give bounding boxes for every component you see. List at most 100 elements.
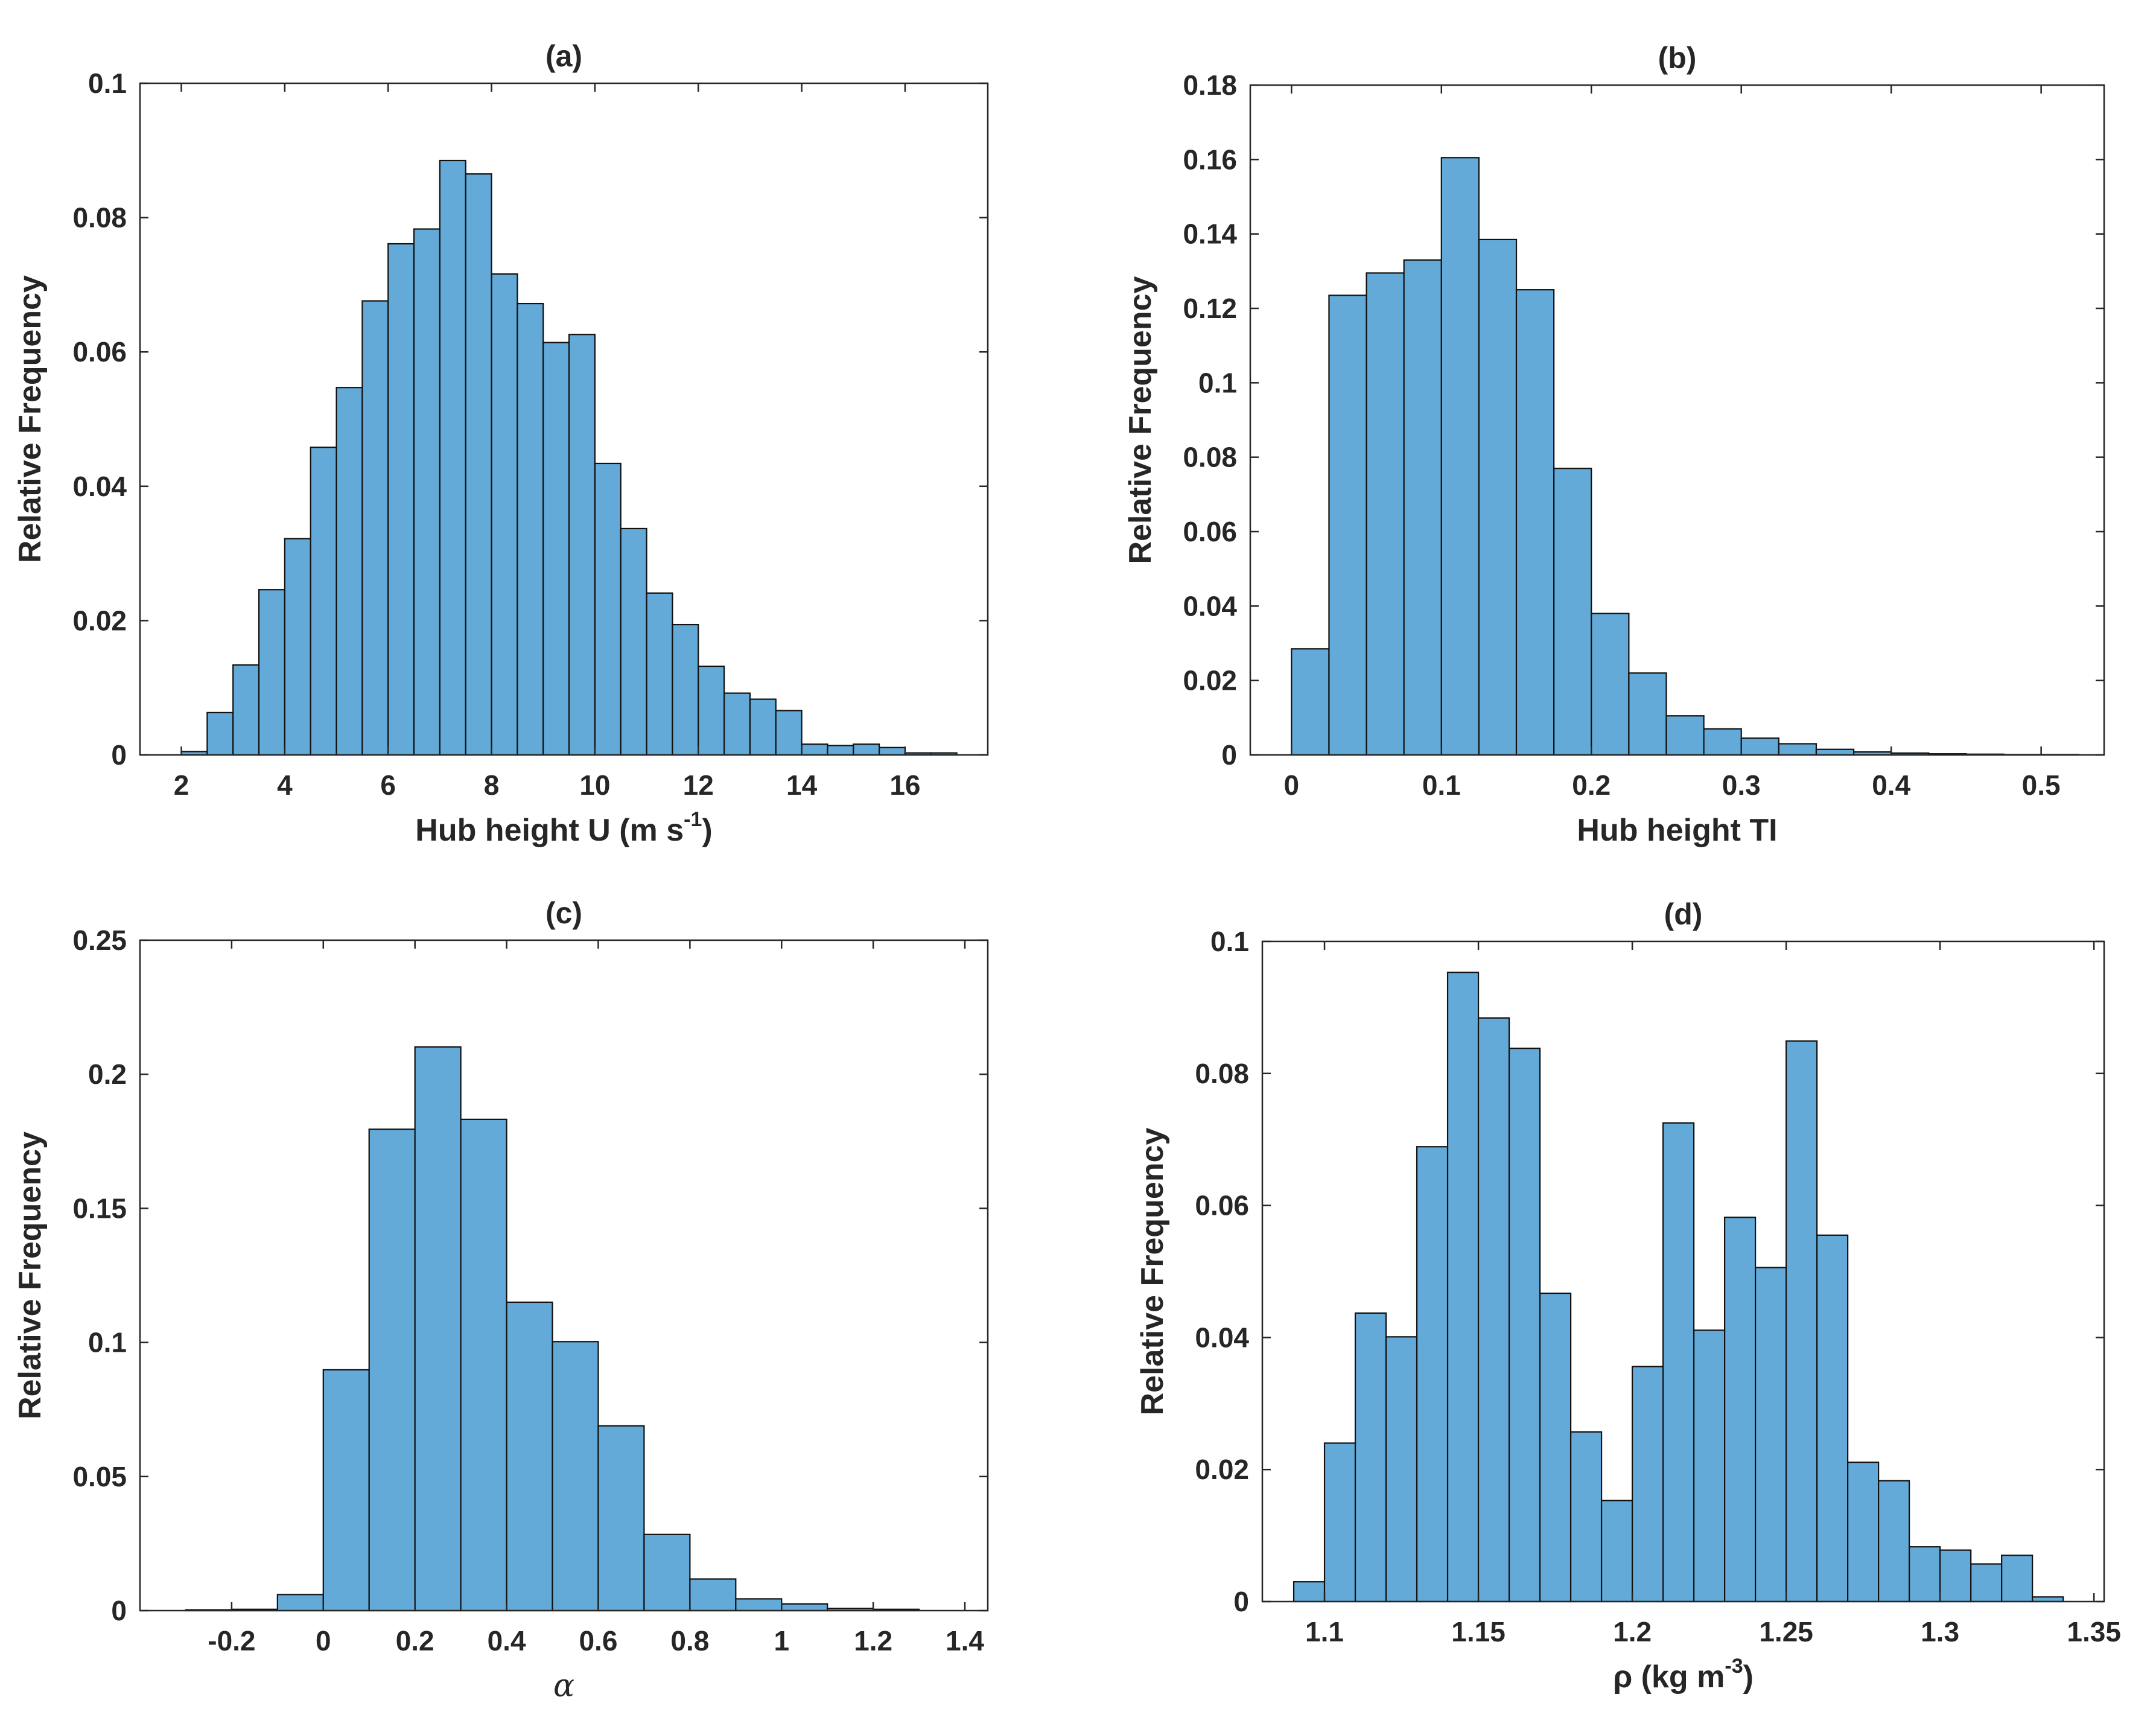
histogram-bar: [1778, 743, 1817, 756]
histogram-bar: [310, 447, 337, 756]
histogram-bar: [1786, 1040, 1818, 1603]
histogram-bar: [1508, 1048, 1541, 1603]
y-tick-label: 0.06: [1183, 516, 1237, 547]
x-axis-label-end: ): [702, 813, 712, 848]
histogram-bar: [1909, 1546, 1941, 1603]
histogram-bar: [1665, 715, 1705, 756]
x-tick-label: 0.4: [488, 1625, 526, 1656]
x-tick-label: 1.2: [1613, 1616, 1652, 1647]
histogram-bar: [1591, 613, 1630, 756]
y-tick-label: 0: [111, 739, 127, 771]
axes-frame: [139, 82, 989, 756]
histogram-bar: [1323, 1442, 1356, 1603]
histogram-bar: [335, 387, 363, 756]
histogram-bar: [1385, 1336, 1418, 1603]
axes-frame: [1249, 84, 2105, 756]
histogram-bar: [597, 1425, 645, 1612]
x-tick-label: 1.15: [1451, 1616, 1506, 1647]
y-tick-label: 0.16: [1183, 144, 1237, 175]
histogram-bar: [775, 710, 803, 756]
x-tick-label: 16: [889, 769, 920, 801]
x-tick-label: 1: [774, 1625, 789, 1656]
histogram-bar: [2001, 1554, 2034, 1603]
histogram-bar: [1724, 1217, 1757, 1603]
histogram-bar: [643, 1533, 691, 1612]
histogram-bar: [1515, 289, 1555, 756]
x-axis-label-main: Hub height U (m s: [415, 813, 684, 848]
x-axis-label-main: Hub height TI: [1577, 813, 1777, 848]
histogram-bar: [801, 743, 828, 756]
y-tick-label: 0.06: [1195, 1190, 1249, 1221]
histogram-bar: [1569, 1431, 1603, 1603]
y-tick-label: 0: [1221, 739, 1237, 771]
y-tick-label: 0.04: [72, 471, 127, 502]
y-tick-label: 0.14: [1183, 218, 1237, 250]
histogram-bar: [1939, 1549, 1972, 1603]
y-axis-label: Relative Frequency: [13, 1131, 48, 1419]
y-tick-label: 0: [1233, 1586, 1249, 1617]
histogram-bar: [1366, 272, 1405, 756]
y-tick-label: 0.02: [72, 605, 127, 636]
x-tick-label: 1.1: [1305, 1616, 1344, 1647]
histogram-bar: [206, 711, 234, 756]
histogram-bar: [552, 1341, 599, 1612]
x-axis-label-main: α: [553, 1668, 574, 1704]
histogram-bar: [1328, 294, 1367, 756]
chart-title: (b): [1658, 41, 1697, 75]
x-tick-label: 4: [277, 769, 293, 801]
x-tick-label: 0.2: [396, 1625, 434, 1656]
histogram-bar: [276, 1594, 324, 1612]
x-tick-label: 14: [786, 769, 818, 801]
histogram-panel-d: 1.1 1.15 1.2 1.25 1.3 1.35 0 0.02 0.04 0.06 0.08 0.…: [1135, 897, 2121, 1694]
histogram-bar: [368, 1128, 416, 1612]
histogram-bar: [735, 1598, 783, 1612]
histogram-bar: [620, 527, 647, 756]
y-tick-label: 0.25: [72, 924, 127, 956]
histogram-bar: [517, 302, 544, 756]
x-tick-label: 0.5: [2022, 769, 2061, 801]
x-tick-label: 0.3: [1722, 769, 1761, 801]
histogram-bar: [1847, 1462, 1880, 1603]
histogram-bar: [568, 334, 596, 756]
y-tick-label: 0.1: [88, 68, 127, 99]
y-tick-label: 0.1: [1210, 926, 1249, 957]
histogram-bar: [322, 1369, 370, 1612]
histogram-bar: [491, 273, 518, 756]
y-tick-label: 0.18: [1183, 69, 1237, 101]
histogram-bar: [1878, 1480, 1910, 1603]
histogram-bar: [1293, 1581, 1326, 1603]
y-tick-label: 0.2: [88, 1058, 127, 1090]
y-tick-label: 0.15: [72, 1192, 127, 1224]
y-tick-label: 0.02: [1195, 1454, 1249, 1485]
histogram-bar: [1600, 1500, 1633, 1603]
histogram-bar: [361, 300, 389, 756]
histogram-bar: [723, 692, 751, 756]
y-tick-label: 0.04: [1183, 590, 1237, 622]
histogram-bar: [1416, 1146, 1449, 1603]
histogram-bar: [1553, 468, 1592, 756]
x-tick-label: 0.4: [1872, 769, 1910, 801]
x-axis-label: α: [553, 1668, 574, 1704]
y-tick-label: 0.08: [72, 202, 127, 234]
histogram-bar: [1740, 737, 1779, 756]
x-tick-label: 0.6: [579, 1625, 617, 1656]
histogram-bar: [749, 698, 777, 756]
histogram-bar: [1478, 238, 1518, 756]
histogram-bar: [1703, 728, 1742, 756]
y-tick-label: 0.06: [72, 336, 127, 368]
chart-title: (a): [545, 39, 582, 73]
histogram-bar: [1755, 1267, 1787, 1603]
x-tick-label: 1.2: [854, 1625, 892, 1656]
histogram-bar: [413, 228, 440, 756]
x-tick-label: 0.1: [1422, 769, 1461, 801]
histogram-bar: [689, 1578, 737, 1612]
x-tick-label: 8: [484, 769, 500, 801]
x-axis-label-end: ): [1743, 1659, 1754, 1694]
histogram-bar: [1628, 672, 1667, 756]
histogram-bar: [878, 746, 906, 756]
histogram-bar: [460, 1118, 507, 1612]
histogram-bar: [506, 1301, 553, 1612]
histogram-bar: [258, 589, 285, 756]
y-tick-label: 0.1: [88, 1327, 127, 1358]
histogram-bar: [1403, 259, 1442, 756]
